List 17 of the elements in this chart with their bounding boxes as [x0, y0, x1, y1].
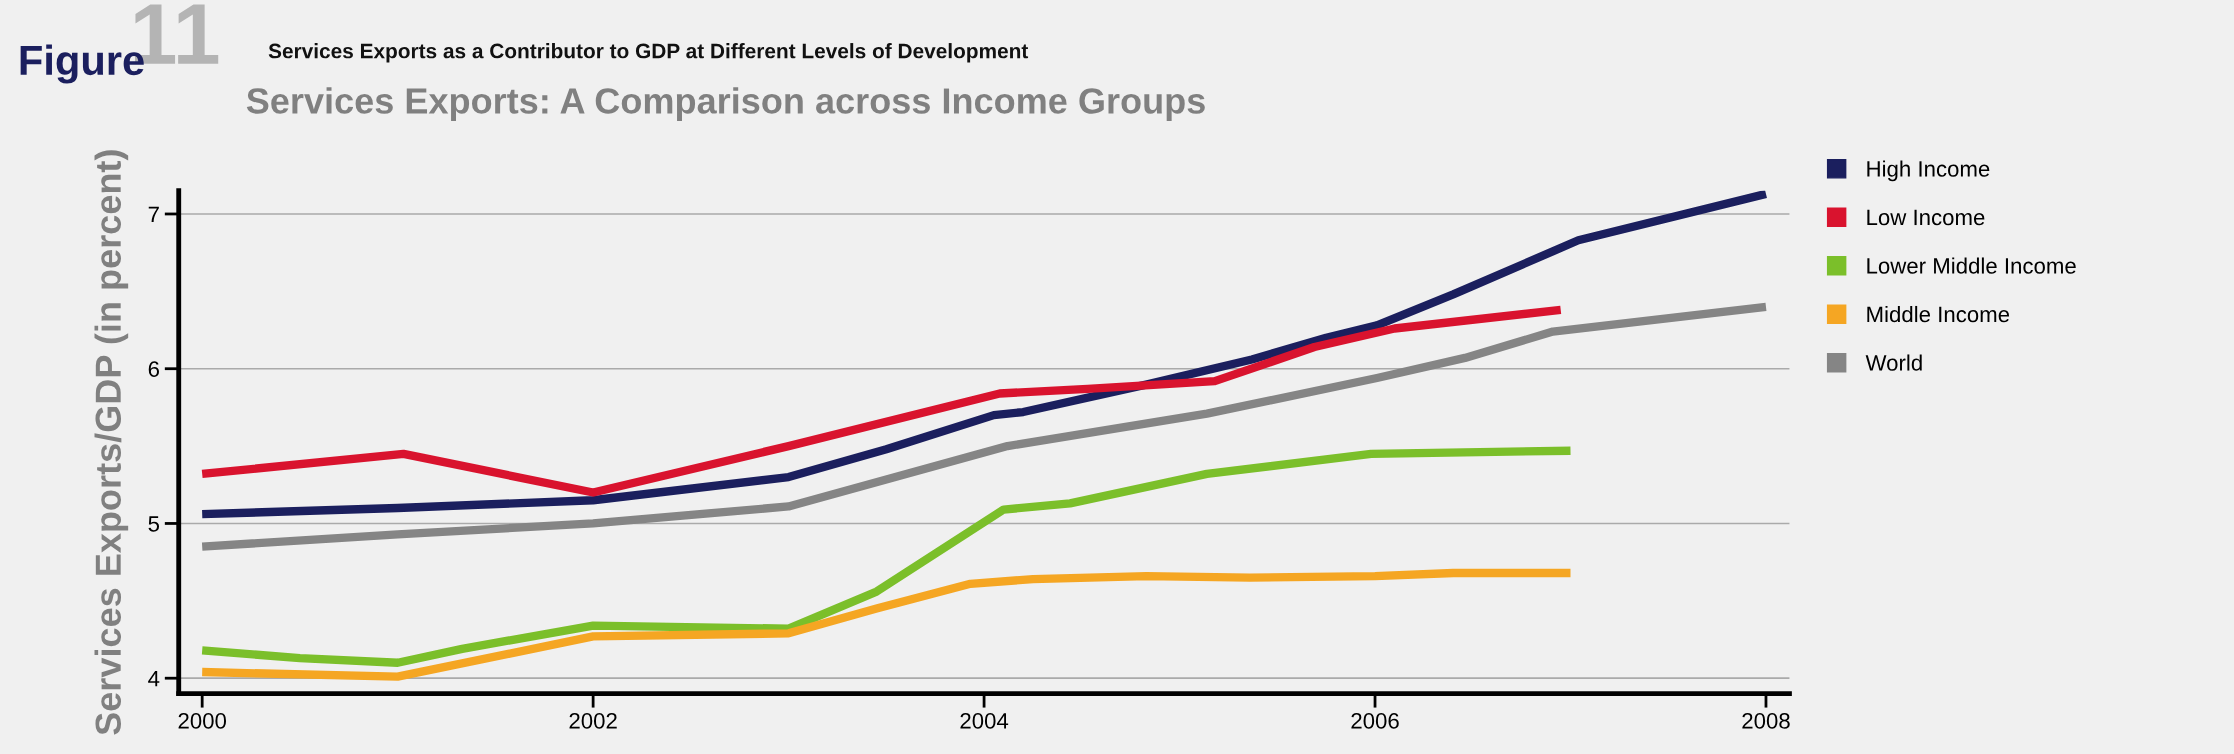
legend-label: Middle Income	[1867, 305, 2010, 323]
x-tick-label: 2002	[569, 713, 617, 729]
chart-title: Services Exports as a Contributor to GDP at Different Levels of Development	[268, 43, 1029, 63]
legend-label: Lower Middle Income	[1867, 257, 2076, 274]
x-tick-label: 2008	[1742, 713, 1790, 729]
y-axis-title: Services Exports/GDP (in percent)	[94, 150, 129, 735]
y-tick-label: 4	[148, 670, 160, 687]
legend-label: Low Income	[1867, 209, 1985, 226]
x-tick-label: 2000	[178, 713, 227, 729]
chart-subtitle: Services Exports: A Comparison across Income Groups	[246, 87, 1205, 121]
legend-label: World	[1865, 354, 1922, 371]
x-tick-label: 2006	[1351, 713, 1399, 729]
y-tick-label: 6	[148, 361, 159, 377]
y-tick-label: 7	[148, 206, 159, 223]
x-tick-label: 2004	[960, 713, 1009, 729]
legend-label: High Income	[1867, 160, 1990, 182]
y-tick-label: 5	[148, 516, 160, 532]
